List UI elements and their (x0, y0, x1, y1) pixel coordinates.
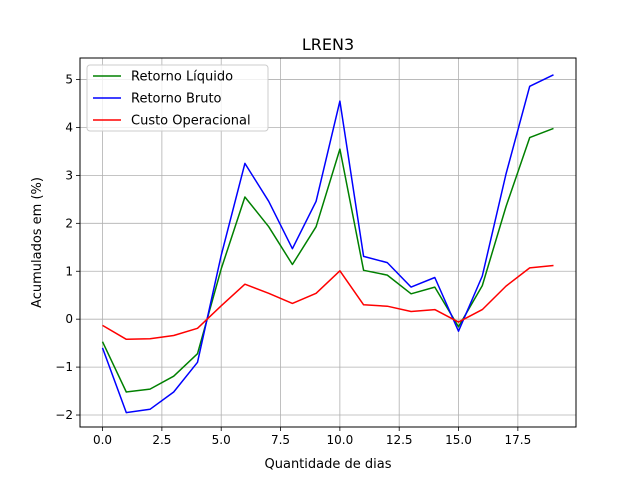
legend-label: Custo Operacional (131, 114, 251, 129)
x-tick-label: 15.0 (445, 433, 472, 447)
series-line-2 (102, 264, 554, 341)
x-tick-label: 17.5 (504, 433, 531, 447)
y-axis-label: Acumulados em (%) (30, 177, 45, 308)
y-tick-label: 4 (65, 120, 73, 134)
y-tick-label: 3 (65, 168, 73, 182)
x-tick-label: 0.0 (93, 433, 112, 447)
y-tick-label: 2 (65, 216, 73, 230)
series-lines (101, 74, 554, 414)
series-line-0 (101, 127, 554, 393)
x-tick-label: 7.5 (271, 433, 290, 447)
y-tick-label: 5 (65, 73, 73, 87)
legend-box (86, 64, 269, 132)
y-tick-label: 1 (65, 264, 73, 278)
x-tick-label: 12.5 (386, 433, 413, 447)
legend-label: Retorno Bruto (131, 92, 222, 107)
x-tick-label: 10.0 (327, 433, 354, 447)
legend-label: Retorno Líquido (131, 70, 233, 85)
x-tick-label: 5.0 (212, 433, 231, 447)
y-axis-ticks: −2 −1 0 1 2 3 4 5 (55, 73, 80, 422)
y-tick-label: −2 (55, 408, 73, 422)
y-tick-label: −1 (55, 360, 73, 374)
x-axis-label: Quantidade de dias (265, 457, 392, 472)
plot-frame (79, 57, 577, 428)
x-axis-ticks: 0.0 2.5 5.0 7.5 10.0 12.5 15.0 17.5 (93, 427, 531, 447)
chart-title: LREN3 (302, 35, 354, 54)
legend: Retorno Líquido Retorno Bruto Custo Operac… (86, 64, 269, 132)
y-tick-label: 0 (65, 312, 73, 326)
x-tick-label: 2.5 (152, 433, 171, 447)
series-line-1 (101, 74, 554, 414)
